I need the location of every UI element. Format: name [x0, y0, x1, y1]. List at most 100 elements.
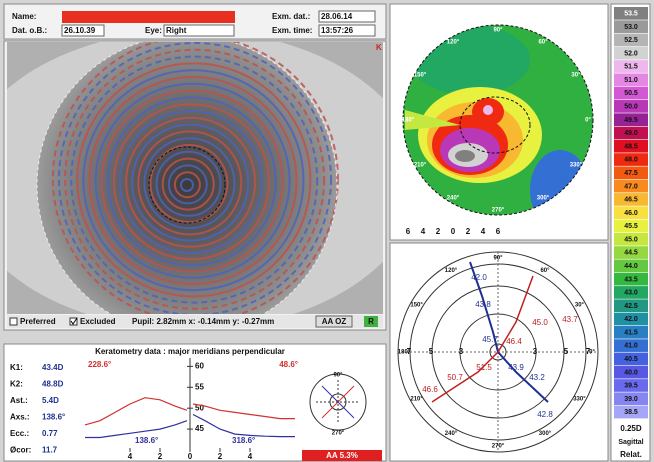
ring-angle-label: 150°: [410, 303, 423, 309]
map-angle-label: 120°: [447, 40, 460, 46]
inset-label: 90°: [333, 373, 343, 379]
scale-label: 46.5: [624, 197, 638, 204]
scale-label: 44.5: [624, 250, 638, 257]
ring-value: 43.9: [508, 363, 524, 372]
ring-angle-label: 60°: [540, 268, 550, 274]
ring-value: 46.4: [506, 337, 522, 346]
oz-button[interactable]: AA OZ: [322, 317, 347, 326]
scale-ref: Relat.: [620, 450, 642, 459]
label: Eye:: [145, 26, 162, 35]
kerato-value: 43.4D: [42, 363, 64, 372]
map-angle-label: 270°: [492, 208, 505, 214]
exam-time: 13:57:26: [321, 26, 354, 35]
kerato-title: Keratometry data : major meridians perpe…: [95, 347, 285, 356]
scale-label: 38.5: [624, 409, 638, 416]
x-tick-label: 4: [248, 452, 253, 461]
map-axis-label: 4: [481, 227, 486, 236]
scale-label: 52.5: [624, 37, 638, 44]
ring-value: 43.2: [529, 373, 545, 382]
ring-value: 45.0: [532, 318, 548, 327]
scale-label: 47.0: [624, 183, 638, 190]
kerato-value: 138.6°: [42, 413, 65, 422]
label: Exm. time:: [272, 26, 312, 35]
name-field: [62, 11, 235, 23]
kerato-value: 5.4D: [42, 396, 59, 405]
map-angle-label: 180°: [402, 118, 415, 124]
status: R: [368, 317, 374, 326]
scale-label: 52.0: [624, 50, 638, 57]
map-angle-label: 0°: [585, 118, 591, 124]
eye: Right: [166, 26, 187, 35]
meridian-label: 228.6°: [88, 360, 111, 369]
pupil-info: Pupil: 2.82mm x: -0.14mm y: -0.27mm: [132, 317, 274, 326]
excluded[interactable]: Excluded: [80, 317, 116, 326]
map-axis-label: 0: [451, 227, 456, 236]
scale-label: 49.5: [624, 117, 638, 124]
scale-label: 40.5: [624, 356, 638, 363]
ring-value: 42.8: [537, 410, 553, 419]
scale-label: 45.0: [624, 236, 638, 243]
map-angle-label: 30°: [571, 73, 581, 79]
scale-label: 39.0: [624, 396, 638, 403]
meridian-label: 318.6°: [232, 436, 255, 445]
scale-label: 51.0: [624, 77, 638, 84]
scale-label: 40.0: [624, 369, 638, 376]
meridian-label: 138.6°: [135, 436, 158, 445]
kerato-label: Ecc.:: [10, 429, 29, 438]
kerato-label: Ast.:: [10, 396, 28, 405]
scale-label: 53.5: [624, 10, 638, 17]
aa-value: AA 5.3%: [326, 451, 358, 460]
map-angle-label: 90°: [493, 28, 503, 34]
x-tick-label: 2: [218, 452, 223, 461]
scale-label: 45.5: [624, 223, 638, 230]
map-angle-label: 300°: [537, 196, 550, 202]
ring-value: 46.6: [422, 385, 438, 394]
ring-label: 3: [533, 347, 538, 356]
ring-value: 50.7: [447, 373, 463, 382]
kerato-label: Axs.:: [10, 413, 30, 422]
scale-label: 43.0: [624, 290, 638, 297]
inset-label: 270°: [332, 431, 345, 437]
ring-label: 5: [564, 347, 569, 356]
x-tick-label: 4: [128, 452, 133, 461]
checkbox[interactable]: [10, 318, 17, 325]
scale-mode: Sagittal: [618, 439, 643, 446]
map-axis-label: 6: [406, 227, 411, 236]
dob: 26.10.39: [64, 26, 96, 35]
scale-label: 46.0: [624, 210, 638, 217]
exam-date: 28.06.14: [321, 12, 353, 21]
preferred[interactable]: Preferred: [20, 317, 56, 326]
corner-mark: K: [376, 43, 382, 52]
scale-label: 47.5: [624, 170, 638, 177]
y-tick-label: 55: [195, 382, 204, 391]
ring-value: 51.5: [476, 363, 492, 372]
kerato-value: 0.77: [42, 429, 58, 438]
map-axis-label: 4: [421, 227, 426, 236]
x-tick-label: 0: [188, 452, 193, 461]
scale-label: 41.0: [624, 343, 638, 350]
ring-angle-label: 300°: [539, 431, 552, 437]
ring-angle-label: 30°: [575, 303, 585, 309]
ring-label: 7: [586, 347, 591, 356]
ring-angle-label: 240°: [445, 431, 458, 437]
kerato-value: 48.8D: [42, 380, 64, 389]
meridian-label: 48.6°: [279, 360, 298, 369]
map-angle-label: 60°: [538, 40, 548, 46]
map-axis-label: 2: [436, 227, 441, 236]
y-tick-label: 60: [195, 361, 204, 370]
map-angle-label: 330°: [570, 163, 583, 169]
eye-image: [0, 30, 420, 335]
map-angle-label: 150°: [414, 73, 427, 79]
label: Name:: [12, 12, 36, 21]
map-axis-label: 6: [496, 227, 501, 236]
kerato-label: Øcor:: [10, 446, 31, 455]
scale-label: 49.0: [624, 130, 638, 137]
scale-label: 48.5: [624, 143, 638, 150]
ring-label: 3: [459, 347, 464, 356]
ring-angle-label: 270°: [492, 444, 505, 450]
map-angle-label: 240°: [447, 196, 460, 202]
ring-label: 7: [407, 347, 412, 356]
scale-label: 42.5: [624, 303, 638, 310]
scale-label: 44.0: [624, 263, 638, 270]
scale-label: 48.0: [624, 157, 638, 164]
